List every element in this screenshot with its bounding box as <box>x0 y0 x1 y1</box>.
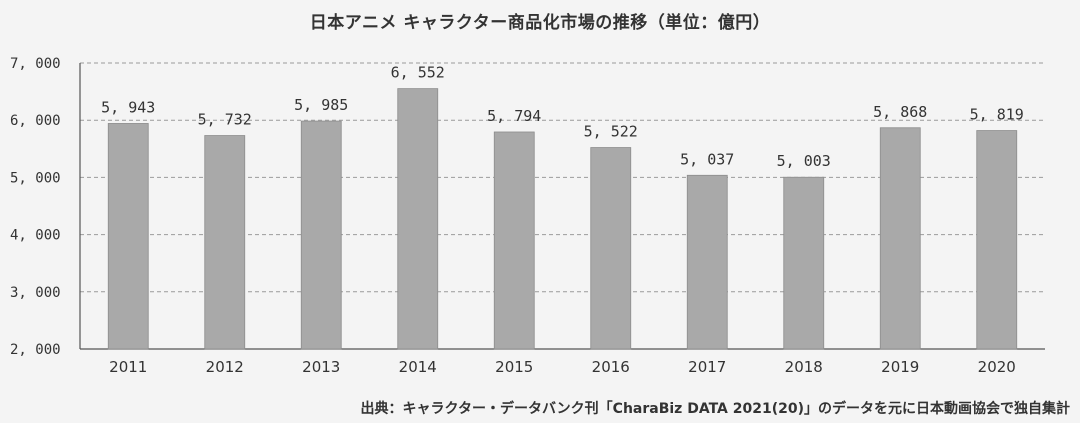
x-tick-label: 2013 <box>302 358 340 376</box>
bar <box>783 176 825 350</box>
bar <box>300 120 342 350</box>
y-tick-label: 6, 000 <box>10 113 61 129</box>
data-label: 6, 552 <box>391 64 445 82</box>
bar <box>976 130 1018 350</box>
bar <box>204 135 246 350</box>
x-tick-label: 2011 <box>109 358 147 376</box>
x-tick-label: 2015 <box>495 358 533 376</box>
x-tick-label: 2019 <box>881 358 919 376</box>
data-label: 5, 003 <box>777 152 831 170</box>
bar <box>397 88 439 350</box>
x-tick-label: 2012 <box>206 358 244 376</box>
y-tick-label: 2, 000 <box>10 342 61 358</box>
x-tick-label: 2018 <box>785 358 823 376</box>
y-tick-label: 7, 000 <box>10 56 61 72</box>
y-tick-label: 4, 000 <box>10 228 61 244</box>
x-tick-label: 2020 <box>978 358 1016 376</box>
bar <box>107 123 149 350</box>
data-label: 5, 037 <box>680 150 734 168</box>
y-tick-label: 5, 000 <box>10 170 61 186</box>
data-label: 5, 794 <box>487 107 541 125</box>
data-label: 5, 522 <box>584 123 638 141</box>
y-tick-label: 3, 000 <box>10 285 61 301</box>
bar <box>879 127 921 350</box>
x-tick-label: 2014 <box>399 358 437 376</box>
x-tick-label: 2016 <box>592 358 630 376</box>
bar <box>493 131 535 350</box>
data-label: 5, 868 <box>873 103 927 121</box>
bar <box>590 147 632 350</box>
x-tick-label: 2017 <box>688 358 726 376</box>
data-label: 5, 819 <box>970 106 1024 124</box>
data-label: 5, 985 <box>294 96 348 114</box>
data-label: 5, 943 <box>101 98 155 116</box>
source-note: 出典：キャラクター・データバンク刊「CharaBiz DATA 2021(20)… <box>360 401 1070 417</box>
data-label: 5, 732 <box>198 111 252 129</box>
chart-title: 日本アニメ キャラクター商品化市場の推移（単位：億円） <box>309 13 771 33</box>
bar <box>686 174 728 350</box>
